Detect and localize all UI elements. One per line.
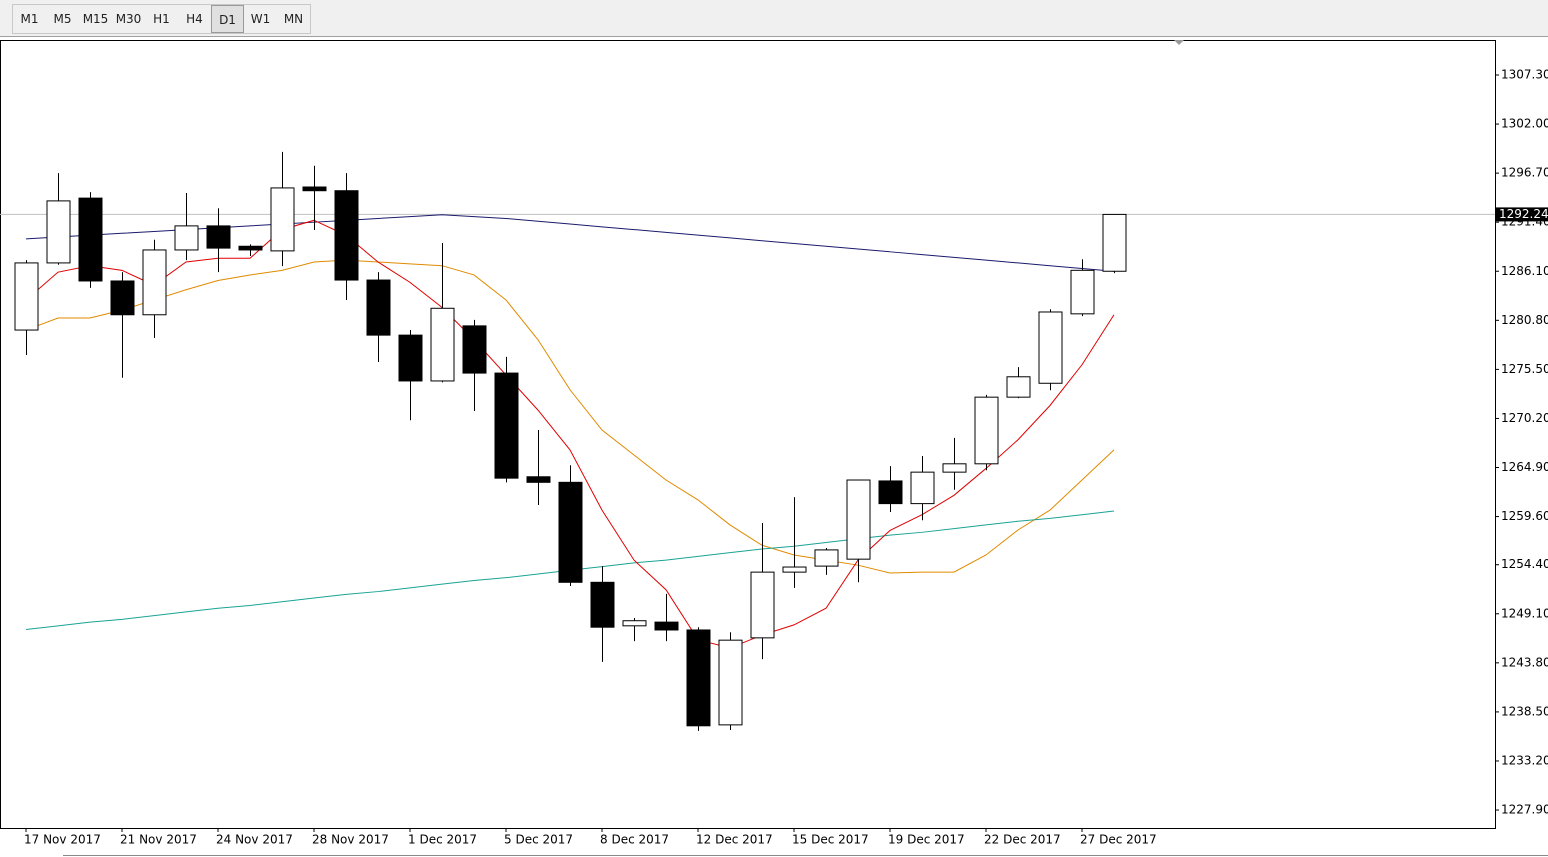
y-tick-label: 1254.40 (1501, 557, 1548, 571)
candle-body (782, 566, 807, 573)
candle-body (750, 571, 775, 639)
moving-average (25, 219, 1115, 649)
candle-body (430, 307, 455, 382)
shift-marker (1174, 40, 1184, 45)
y-tick-label: 1275.50 (1501, 362, 1548, 376)
y-tick-label: 1249.10 (1501, 606, 1548, 620)
y-tick-label: 1259.60 (1501, 509, 1548, 523)
candle-body (590, 581, 615, 628)
candle-body (302, 186, 327, 192)
x-tick-label: 27 Dec 2017 (1080, 833, 1157, 847)
x-tick-label: 15 Dec 2017 (792, 833, 869, 847)
candle-body (398, 334, 423, 382)
x-tick-label: 1 Dec 2017 (408, 833, 477, 847)
x-tick-label: 17 Nov 2017 (24, 833, 101, 847)
x-tick-label: 19 Dec 2017 (888, 833, 965, 847)
y-tick-label: 1238.50 (1501, 704, 1548, 718)
y-tick-label: 1307.30 (1501, 67, 1548, 81)
plot-frame (0, 40, 1496, 829)
candle-body (942, 463, 967, 473)
y-tick-label: 1286.10 (1501, 264, 1548, 278)
candle-body (910, 471, 935, 505)
candle-body (1102, 213, 1127, 272)
candle-body (814, 549, 839, 567)
x-tick-label: 22 Dec 2017 (984, 833, 1061, 847)
timeframe-button[interactable]: W1 (250, 12, 271, 26)
timeframe-button[interactable]: M15 (82, 12, 109, 26)
candle-body (974, 396, 999, 465)
timeframe-button[interactable]: H4 (186, 12, 203, 26)
x-tick-label: 8 Dec 2017 (600, 833, 669, 847)
timeframe-button[interactable]: H1 (153, 12, 170, 26)
timeframe-button[interactable]: M1 (20, 12, 39, 26)
toolbar: M1 M5 M15 M30 H1 H4 D1 W1 MN (0, 0, 1548, 37)
candle-body (334, 190, 359, 281)
candle-body (494, 372, 519, 479)
candle-body (558, 481, 583, 583)
x-tick-label: 5 Dec 2017 (504, 833, 573, 847)
candle-body (718, 639, 743, 726)
candle-body (1006, 376, 1031, 398)
candle-body (110, 280, 135, 316)
y-tick-label: 1280.80 (1501, 313, 1548, 327)
timeframe-button[interactable]: D1 (211, 5, 244, 33)
candle-body (46, 200, 71, 264)
x-tick-label: 12 Dec 2017 (696, 833, 773, 847)
candle-body (1070, 269, 1095, 315)
candle-body (366, 279, 391, 336)
x-tick-label: 24 Nov 2017 (216, 833, 293, 847)
candle-body (14, 262, 39, 331)
x-tick-label: 21 Nov 2017 (120, 833, 197, 847)
x-tick-label: 28 Nov 2017 (312, 833, 389, 847)
candle-body (206, 225, 231, 249)
current-price-label: 1292.24 (1499, 207, 1548, 221)
y-tick-label: 1296.70 (1501, 166, 1548, 180)
candle-body (686, 629, 711, 727)
candle-body (142, 249, 167, 316)
y-tick-label: 1302.00 (1501, 117, 1548, 131)
timeframe-button[interactable]: M5 (53, 12, 72, 26)
y-tick-label: 1233.20 (1501, 753, 1548, 767)
candle-body (78, 197, 103, 282)
candle-body (270, 187, 295, 252)
timeframe-bar: M1 M5 M15 M30 H1 H4 D1 W1 MN (12, 4, 311, 34)
y-tick-label: 1243.80 (1501, 655, 1548, 669)
candle-body (846, 479, 871, 560)
current-price-box (1496, 207, 1548, 222)
candle-body (238, 245, 263, 251)
candle-body (622, 620, 647, 627)
candle-body (1038, 311, 1063, 384)
timeframe-button[interactable]: M30 (115, 12, 142, 26)
y-tick-label: 1227.90 (1501, 803, 1548, 817)
y-tick-label: 1270.20 (1501, 411, 1548, 425)
candle-body (174, 225, 199, 251)
candle-body (526, 476, 551, 483)
candle-body (878, 480, 903, 505)
timeframe-button[interactable]: MN (283, 12, 304, 26)
moving-average (25, 259, 1115, 574)
candle-body (462, 325, 487, 374)
y-tick-label: 1264.90 (1501, 460, 1548, 474)
candle-body (654, 621, 679, 631)
